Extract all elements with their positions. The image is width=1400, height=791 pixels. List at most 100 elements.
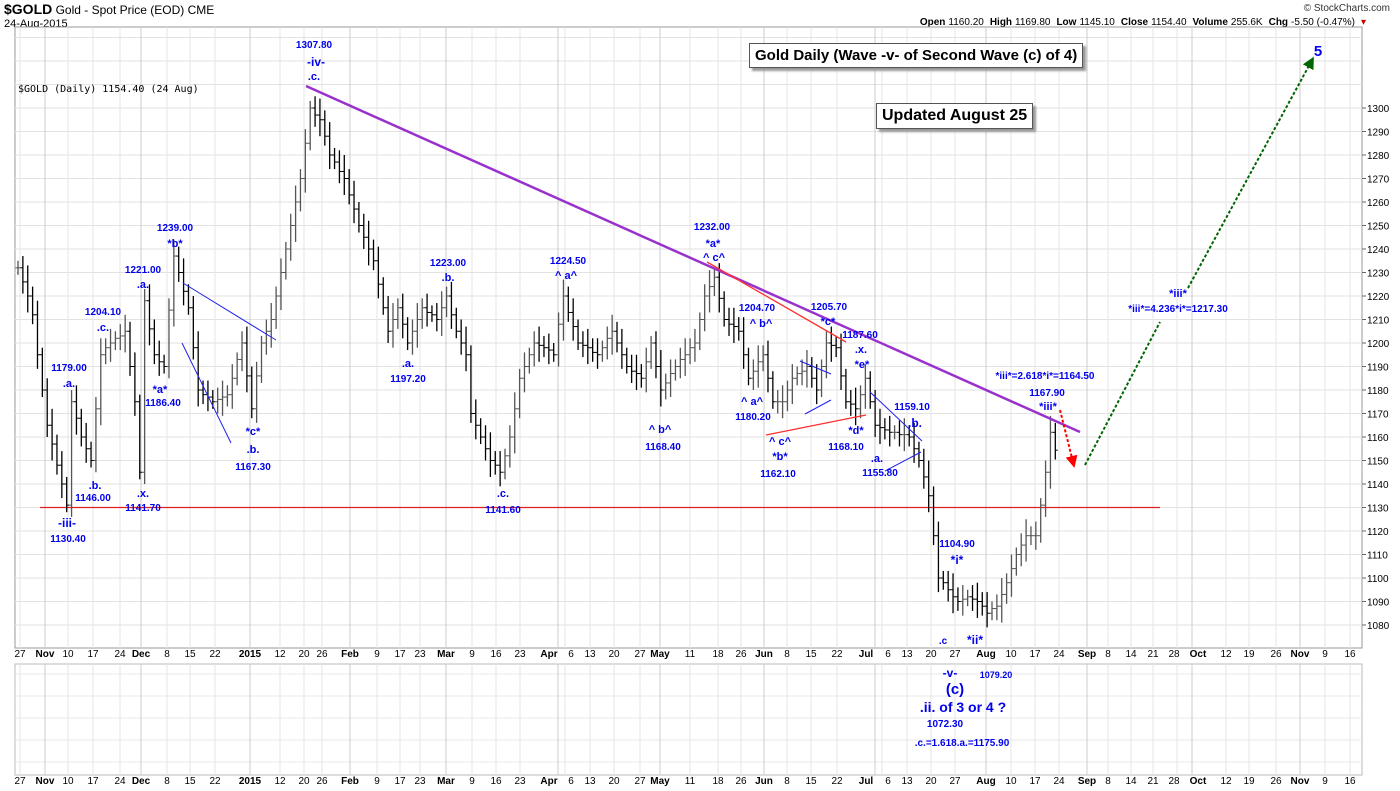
x-tick-label: 11 (685, 776, 696, 787)
wedge-line (181, 342, 232, 444)
x-tick-label: May (650, 776, 670, 787)
x-tick-label: Aug (976, 776, 995, 787)
y-tick-label: 1260 (1367, 198, 1390, 209)
x-tick-label: 23 (414, 776, 426, 787)
ohlc-readout: Open 1160.20 High 1169.80 Low 1145.10 Close 115… (920, 16, 1366, 29)
x-tick-label: 9 (374, 649, 380, 660)
wave-annotation: .c (939, 636, 948, 647)
wave-annotation: *a* (706, 238, 721, 250)
wave-annotation: 1168.10 (828, 442, 864, 453)
x-tick-label: 10 (62, 649, 74, 660)
x-tick-label: 8 (164, 776, 170, 787)
wave-annotation: ^ c^ (769, 436, 792, 448)
x-tick-label: 10 (1005, 649, 1017, 660)
x-tick-label: May (650, 649, 670, 660)
x-tick-label: 27 (14, 776, 26, 787)
x-tick-label: 15 (184, 649, 196, 660)
x-tick-label: 10 (62, 776, 74, 787)
y-tick-label: 1230 (1367, 269, 1390, 280)
x-tick-label: 15 (805, 649, 817, 660)
x-tick-label: Mar (437, 649, 455, 660)
symbol: $GOLD (4, 1, 53, 17)
x-tick-label: 12 (274, 649, 286, 660)
wave-annotation: 1167.30 (235, 462, 271, 473)
y-tick-label: 1290 (1367, 128, 1390, 139)
x-tick-label: 15 (184, 776, 196, 787)
wave-annotation: *iii* (1039, 401, 1057, 413)
wave-annotation: *d* (848, 425, 864, 437)
wave-annotation: 1187.60 (842, 330, 878, 341)
x-tick-label: 13 (901, 649, 913, 660)
channel-line (706, 261, 847, 343)
wave-annotation: 1232.00 (694, 222, 731, 233)
x-tick-label: 9 (1322, 649, 1328, 660)
x-tick-label: 24 (114, 649, 126, 660)
wave-annotation: .c. (497, 488, 509, 500)
wave-annotation: 1167.90 (1029, 388, 1065, 399)
chart-title-box: Gold Daily (Wave -v- of Second Wave (c) … (749, 43, 1084, 68)
wave-annotation: 1205.70 (811, 302, 848, 313)
x-tick-label: 18 (712, 649, 724, 660)
ohlc-value: 1160.20 (948, 17, 984, 28)
x-tick-label: 26 (316, 776, 328, 787)
x-tick-label: 6 (885, 776, 891, 787)
wave-annotation: *iii*=2.618*i*=1164.50 (996, 371, 1095, 382)
x-tick-label: 13 (584, 776, 596, 787)
x-tick-label: 27 (949, 649, 961, 660)
x-tick-label: 14 (1125, 649, 1137, 660)
x-tick-label: 22 (831, 776, 843, 787)
x-tick-label: Dec (132, 776, 151, 787)
x-tick-label: 14 (1125, 776, 1137, 787)
x-tick-label: 16 (490, 649, 502, 660)
wave-annotation: 1155.80 (862, 468, 898, 479)
x-tick-label: 6 (568, 776, 574, 787)
x-tick-label: 12 (1220, 649, 1232, 660)
red-projection-arrow (1059, 409, 1078, 468)
x-tick-label: 27 (14, 649, 26, 660)
x-tick-label: Sep (1078, 776, 1096, 787)
wave-annotation: *b* (772, 451, 788, 463)
x-tick-label: Nov (36, 776, 55, 787)
x-tick-label: 11 (685, 649, 696, 660)
wave-annotation: 1180.20 (735, 412, 771, 423)
wave-annotation: .x. (137, 488, 149, 500)
x-tick-label: 18 (712, 776, 724, 787)
wave-annotation: .b. (247, 444, 260, 456)
x-tick-label: 26 (316, 649, 328, 660)
x-tick-label: Sep (1078, 649, 1096, 660)
x-tick-label: 15 (805, 776, 817, 787)
wave-annotation: 1224.50 (550, 256, 587, 267)
ohlc-value: 1145.10 (1079, 17, 1115, 28)
wave-annotation: *i* (951, 553, 964, 567)
x-tick-label: 23 (414, 649, 426, 660)
wave-annotation: .b. (442, 272, 455, 284)
y-tick-label: 1090 (1367, 598, 1390, 609)
ohlc-key: Close (1120, 17, 1149, 28)
x-tick-label: 13 (584, 649, 596, 660)
credit: © StockCharts.com (1303, 3, 1390, 14)
wave-annotation: 1146.00 (75, 493, 111, 504)
wave-annotation: .a. (137, 279, 149, 291)
y-tick-label: 1220 (1367, 292, 1390, 303)
x-tick-label: 6 (568, 649, 574, 660)
wave-annotation: .a. (63, 378, 75, 390)
x-tick-label: 23 (514, 776, 526, 787)
wave-annotation: 1141.70 (125, 503, 161, 514)
x-tick-label: 22 (209, 776, 221, 787)
wave-annotation: .b. (89, 480, 102, 492)
x-tick-label: 24 (114, 776, 126, 787)
wave-annotation: 1186.40 (145, 398, 181, 409)
x-tick-label: Apr (540, 776, 557, 787)
main-downtrend-line (305, 84, 1081, 434)
wedge-line (884, 451, 922, 472)
x-tick-label: 8 (784, 776, 790, 787)
ohlc-value: 1169.80 (1015, 17, 1051, 28)
wave-annotation: ^ a^ (555, 270, 578, 282)
x-tick-label: 9 (469, 649, 475, 660)
wedge-line (799, 360, 832, 375)
y-tick-label: 1110 (1367, 551, 1388, 562)
ohlc-value: 255.6K (1230, 17, 1263, 28)
wave-annotation: 1223.00 (430, 258, 467, 269)
chart-legend: $GOLD (Daily) 1154.40 (24 Aug) (18, 84, 199, 95)
